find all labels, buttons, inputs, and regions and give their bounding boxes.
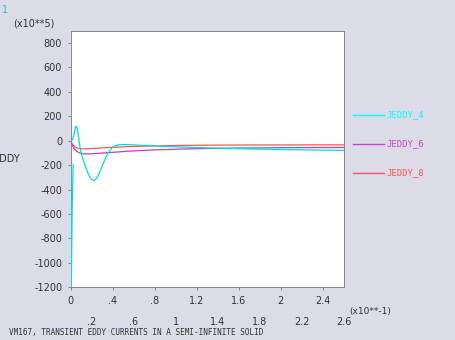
Text: 1: 1 [2, 5, 8, 15]
Text: (x10**-1): (x10**-1) [349, 307, 391, 316]
Text: JEDDY_4: JEDDY_4 [387, 110, 425, 119]
Text: 2.6: 2.6 [336, 317, 351, 327]
Y-axis label: EDDY: EDDY [0, 154, 20, 164]
Text: VM167, TRANSIENT EDDY CURRENTS IN A SEMI-INFINITE SOLID: VM167, TRANSIENT EDDY CURRENTS IN A SEMI… [9, 328, 263, 337]
Text: 1.4: 1.4 [210, 317, 225, 327]
Text: .2: .2 [87, 317, 96, 327]
Text: 1: 1 [172, 317, 178, 327]
Text: JEDDY_6: JEDDY_6 [387, 139, 425, 148]
Text: 1.8: 1.8 [252, 317, 267, 327]
Text: JEDDY_8: JEDDY_8 [387, 168, 425, 177]
Text: .6: .6 [129, 317, 138, 327]
Text: (x10**5): (x10**5) [13, 18, 55, 28]
Text: 2.2: 2.2 [294, 317, 309, 327]
